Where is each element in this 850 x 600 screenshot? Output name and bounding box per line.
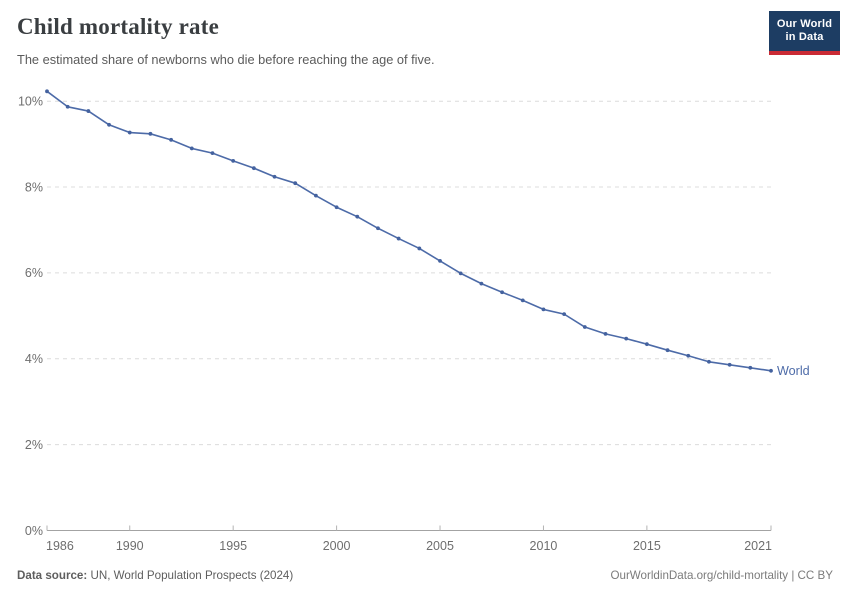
data-point-2021 bbox=[769, 368, 773, 373]
x-tick-label-2005: 2005 bbox=[426, 539, 454, 553]
x-tick-label-2000: 2000 bbox=[323, 539, 351, 553]
series-end-label[interactable]: World bbox=[777, 364, 810, 378]
data-point-1993 bbox=[189, 146, 194, 151]
y-tick-label-2: 2% bbox=[25, 438, 43, 452]
x-tick-label-2015: 2015 bbox=[633, 539, 661, 553]
data-source-label: Data source: bbox=[17, 569, 88, 582]
data-point-2002 bbox=[376, 226, 380, 231]
data-point-2003 bbox=[396, 236, 401, 241]
y-tick-label-6: 6% bbox=[25, 266, 43, 280]
page-title: Child mortality rate bbox=[17, 14, 220, 39]
data-point-2017 bbox=[686, 353, 691, 358]
owid-logo-line1: Our World bbox=[776, 18, 833, 31]
data-point-2008 bbox=[500, 290, 504, 295]
data-point-2015 bbox=[644, 342, 649, 347]
data-point-1999 bbox=[314, 193, 318, 198]
data-point-2013 bbox=[603, 331, 608, 336]
x-tick-label-1990: 1990 bbox=[116, 539, 144, 553]
data-source-text: UN, World Population Prospects (2024) bbox=[87, 569, 294, 582]
chart-footer: Data source: UN, World Population Prospe… bbox=[17, 569, 833, 582]
data-point-2000 bbox=[334, 205, 339, 210]
data-point-2018 bbox=[707, 359, 711, 364]
owid-logo-line2: in Data bbox=[785, 31, 824, 43]
data-point-1991 bbox=[148, 131, 153, 136]
data-source: Data source: UN, World Population Prospe… bbox=[17, 569, 293, 582]
data-point-1989 bbox=[107, 122, 111, 127]
data-point-1988 bbox=[86, 109, 91, 113]
x-tick-label-1995: 1995 bbox=[219, 539, 247, 553]
data-point-2001 bbox=[355, 214, 360, 219]
owid-logo-red-bar bbox=[769, 51, 840, 55]
data-point-2010 bbox=[541, 307, 546, 312]
data-point-2006 bbox=[458, 271, 463, 276]
y-tick-label-8: 8% bbox=[25, 180, 43, 194]
data-point-2019 bbox=[727, 362, 732, 367]
data-point-1998 bbox=[293, 181, 298, 186]
data-point-1990 bbox=[127, 130, 132, 135]
data-point-2004 bbox=[417, 246, 422, 251]
data-point-1997 bbox=[272, 174, 277, 179]
x-tick-label-1986: 1986 bbox=[46, 539, 74, 553]
license-link[interactable]: OurWorldinData.org/child-mortality | CC … bbox=[610, 569, 833, 582]
data-point-2011 bbox=[562, 312, 567, 317]
data-point-2020 bbox=[748, 365, 753, 370]
x-tick-label-2021: 2021 bbox=[744, 539, 772, 553]
owid-logo[interactable]: Our World in Data bbox=[769, 11, 840, 55]
data-point-2014 bbox=[624, 336, 629, 341]
data-point-2007 bbox=[479, 281, 484, 286]
y-tick-label-4: 4% bbox=[25, 352, 43, 366]
data-point-2012 bbox=[582, 325, 587, 329]
world-line bbox=[46, 90, 772, 372]
data-point-2016 bbox=[665, 348, 670, 353]
data-point-2009 bbox=[520, 298, 525, 303]
data-point-1992 bbox=[169, 137, 174, 142]
data-point-2005 bbox=[438, 258, 442, 263]
chart-subtitle: The estimated share of newborns who die … bbox=[17, 52, 435, 67]
data-point-1995 bbox=[231, 158, 236, 163]
data-point-1986 bbox=[45, 89, 49, 94]
y-tick-label-0: 0% bbox=[25, 524, 43, 538]
data-point-1994 bbox=[210, 151, 215, 156]
y-tick-label-10: 10% bbox=[18, 95, 43, 109]
data-point-1987 bbox=[65, 104, 70, 109]
data-point-1996 bbox=[251, 166, 256, 171]
x-tick-label-2010: 2010 bbox=[530, 539, 558, 553]
